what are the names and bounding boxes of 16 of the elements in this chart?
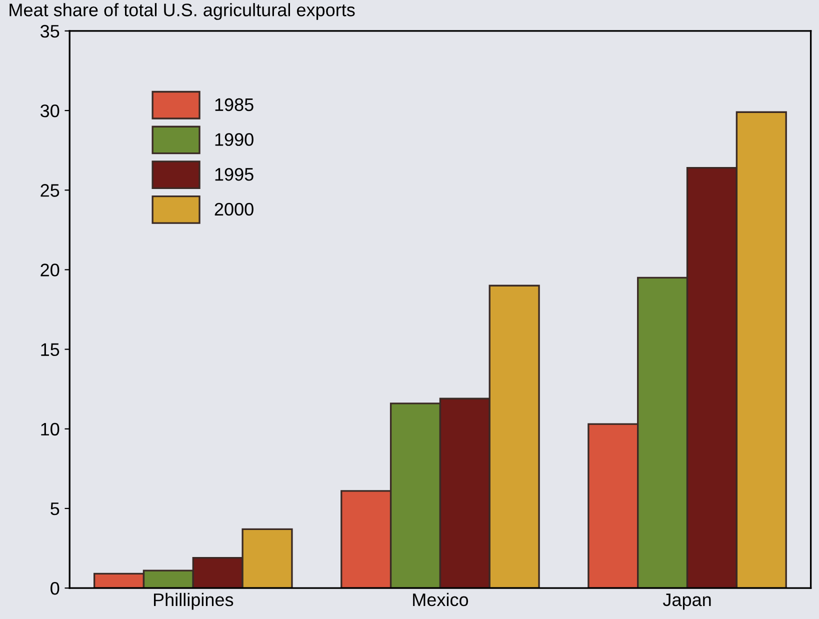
x-tick-label: Japan [662, 594, 711, 610]
y-tick-label: 30 [40, 104, 60, 118]
x-tick-label: Mexico [413, 592, 468, 606]
legend-label: 1995 [215, 168, 254, 181]
legend-label: 2000 [214, 202, 254, 216]
chart-title: Meat share of total U.S. agricultural exports [10, 3, 355, 20]
y-tick-label: 10 [41, 422, 60, 436]
y-tick-label: 5 [50, 502, 60, 516]
y-tick-label: 20 [40, 264, 60, 276]
x-tick-label: Phillipines [154, 592, 234, 610]
y-tick-label: 0 [50, 582, 60, 595]
legend-label: 1990 [215, 133, 254, 146]
y-tick-label: 35 [40, 24, 60, 38]
legend-label: 1985 [215, 98, 254, 112]
y-tick-label: 25 [40, 184, 60, 197]
y-tick-label: 15 [41, 343, 60, 356]
